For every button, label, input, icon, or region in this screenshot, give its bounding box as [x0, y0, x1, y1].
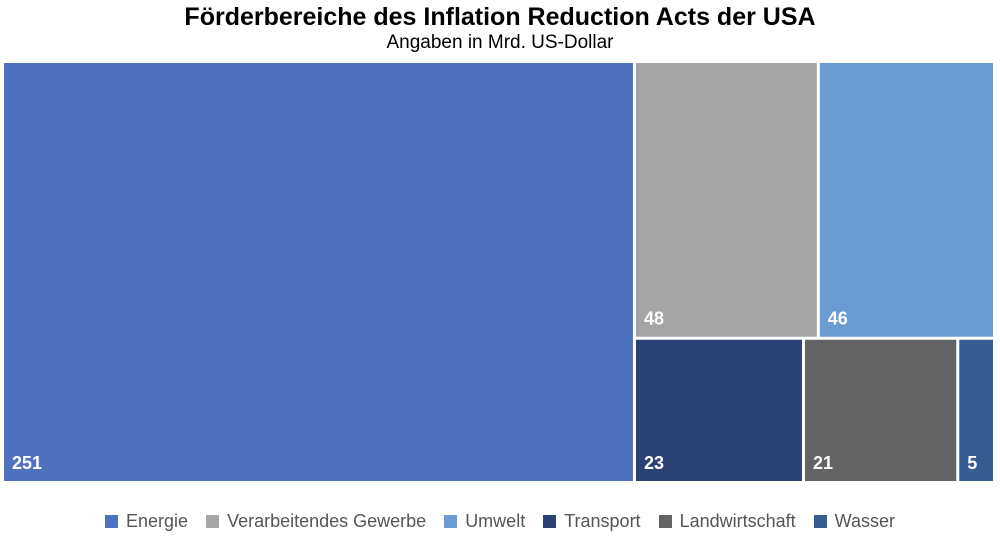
legend-swatch-verarbeitendes-gewerbe	[206, 514, 220, 528]
treemap-tile-umwelt	[819, 63, 993, 337]
legend-item-landwirtschaft: Landwirtschaft	[658, 510, 796, 532]
legend-item-umwelt: Umwelt	[444, 510, 525, 532]
legend-item-transport: Transport	[543, 510, 641, 532]
legend-label-verarbeitendes-gewerbe: Verarbeitendes Gewerbe	[227, 511, 427, 531]
data-label-energie: 251	[12, 453, 42, 473]
legend-label-landwirtschaft: Landwirtschaft	[679, 511, 796, 531]
treemap-tile-wasser	[959, 339, 993, 481]
legend-item-verarbeitendes-gewerbe: Verarbeitendes Gewerbe	[206, 510, 426, 532]
legend-label-energie: Energie	[126, 511, 189, 531]
legend-swatch-transport	[543, 514, 557, 528]
legend-swatch-energie	[105, 514, 119, 528]
treemap-plot: 251 48 46 23 21 5	[4, 63, 993, 481]
legend-item-energie: Energie	[105, 510, 188, 532]
data-label-umwelt: 46	[828, 309, 848, 329]
legend-label-wasser: Wasser	[834, 511, 895, 531]
treemap-tile-transport	[635, 339, 802, 481]
treemap-tile-verarbeitendes-gewerbe	[635, 63, 817, 337]
legend-swatch-landwirtschaft	[658, 514, 672, 528]
treemap-tile-energie	[4, 63, 633, 481]
legend-swatch-wasser	[813, 514, 827, 528]
legend-swatch-umwelt	[444, 514, 458, 528]
data-label-landwirtschaft: 21	[813, 453, 833, 473]
chart-title: Förderbereiche des Inflation Reduction A…	[184, 3, 816, 31]
data-label-transport: 23	[644, 453, 664, 473]
legend-label-umwelt: Umwelt	[465, 511, 526, 531]
data-label-verarbeitendes-gewerbe: 48	[644, 309, 664, 329]
chart-subtitle: Angaben in Mrd. US-Dollar	[386, 32, 614, 53]
legend-label-transport: Transport	[564, 511, 641, 531]
data-label-wasser: 5	[967, 453, 977, 473]
legend-item-wasser: Wasser	[813, 510, 895, 532]
chart-legend: Energie Verarbeitendes Gewerbe Umwelt Tr…	[0, 510, 1000, 532]
treemap-tile-landwirtschaft	[804, 339, 957, 481]
